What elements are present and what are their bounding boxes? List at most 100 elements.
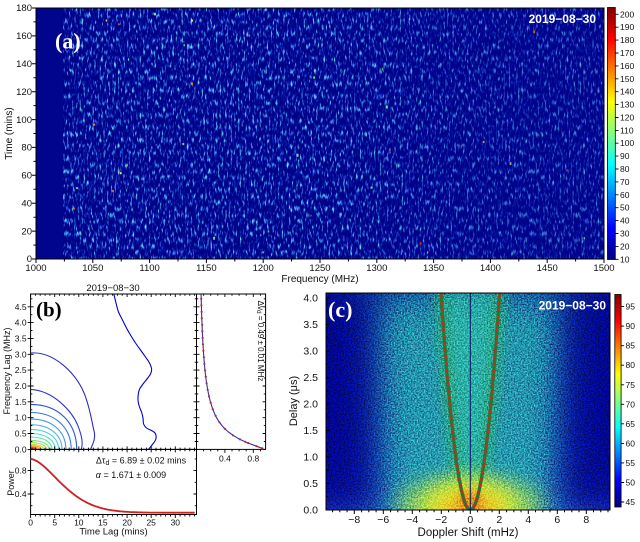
svg-text:80: 80 [626,360,636,370]
svg-text:100: 100 [620,138,634,148]
svg-text:1050: 1050 [82,263,103,274]
svg-text:65: 65 [626,419,636,429]
svg-text:4.0: 4.0 [303,293,318,305]
svg-text:0.5: 0.5 [15,429,27,439]
svg-text:0.8: 0.8 [247,453,259,463]
svg-text:−2: −2 [435,514,447,526]
svg-text:90: 90 [626,321,636,331]
svg-text:0: 0 [27,254,32,265]
svg-text:5: 5 [52,518,57,528]
svg-text:1.5: 1.5 [303,425,318,437]
svg-text:30: 30 [620,229,630,239]
svg-text:1200: 1200 [253,263,274,274]
svg-text:0: 0 [28,518,33,528]
svg-text:70: 70 [620,177,630,187]
svg-text:100: 100 [16,115,32,126]
svg-text:2019−08−30: 2019−08−30 [539,299,607,313]
svg-text:0.5: 0.5 [303,478,318,490]
svg-text:2019−08−30: 2019−08−30 [529,12,597,26]
svg-text:1.0: 1.0 [15,413,27,423]
svg-text:50: 50 [626,478,636,488]
svg-text:30: 30 [171,518,181,528]
svg-text:90: 90 [620,151,630,161]
svg-text:4: 4 [525,514,531,526]
svg-text:50: 50 [620,203,630,213]
svg-text:40: 40 [21,198,32,209]
svg-text:2.5: 2.5 [303,372,318,384]
svg-text:180: 180 [16,3,32,14]
svg-text:45: 45 [626,497,636,507]
svg-text:80: 80 [21,143,32,154]
svg-text:130: 130 [620,100,634,110]
svg-text:140: 140 [16,59,32,70]
svg-text:2: 2 [496,514,502,526]
svg-text:2.0: 2.0 [303,399,318,411]
svg-text:0: 0 [467,514,473,526]
svg-text:1350: 1350 [423,263,444,274]
svg-text:150: 150 [620,74,634,84]
svg-text:40: 40 [620,216,630,226]
svg-text:0.4: 0.4 [15,489,27,499]
svg-text:190: 190 [620,22,634,32]
svg-text:1.5: 1.5 [15,397,27,407]
svg-text:3.0: 3.0 [303,346,318,358]
svg-text:80: 80 [620,164,630,174]
svg-text:3.5: 3.5 [15,333,27,343]
svg-text:2019−08−30: 2019−08−30 [86,283,139,294]
svg-text:15: 15 [98,518,108,528]
svg-text:4.5: 4.5 [15,302,27,312]
svg-text:3.0: 3.0 [15,349,27,359]
svg-text:55: 55 [626,458,636,468]
svg-text:6: 6 [554,514,560,526]
svg-text:85: 85 [626,341,636,351]
svg-text:1000: 1000 [25,263,46,274]
svg-text:Δνd = 0.49 ± 0.01 MHz: Δνd = 0.49 ± 0.01 MHz [255,301,265,382]
svg-text:α = 1.671 ± 0.009: α = 1.671 ± 0.009 [96,470,166,480]
svg-text:75: 75 [626,380,636,390]
svg-text:60: 60 [626,438,636,448]
svg-text:95: 95 [626,302,636,312]
svg-text:10: 10 [74,518,84,528]
svg-text:(a): (a) [55,29,81,54]
svg-text:1500: 1500 [593,263,614,274]
svg-text:1.0: 1.0 [303,452,318,464]
svg-text:1150: 1150 [196,263,216,274]
svg-text:Frequency Lag (MHz): Frequency Lag (MHz) [2,327,12,414]
svg-text:(b): (b) [36,298,62,322]
svg-text:200: 200 [620,9,634,19]
svg-text:20: 20 [122,518,132,528]
svg-text:0.0: 0.0 [15,444,27,454]
svg-text:Time Lag (mins): Time Lag (mins) [79,527,147,538]
svg-text:Δτd = 6.89 ± 0.02 mins: Δτd = 6.89 ± 0.02 mins [96,456,187,468]
svg-text:160: 160 [620,61,634,71]
svg-text:Power: Power [6,470,16,496]
svg-text:110: 110 [620,125,634,135]
svg-text:180: 180 [620,35,634,45]
svg-text:60: 60 [21,171,32,182]
svg-text:120: 120 [620,113,634,123]
svg-text:2.5: 2.5 [15,365,27,375]
svg-text:Time (mins): Time (mins) [4,107,15,159]
svg-text:3.5: 3.5 [303,319,318,331]
svg-text:−6: −6 [377,514,389,526]
svg-text:4.0: 4.0 [15,318,27,328]
svg-text:0.8: 0.8 [15,466,27,476]
svg-text:60: 60 [620,190,630,200]
svg-text:170: 170 [620,48,634,58]
svg-text:1400: 1400 [480,263,501,274]
svg-text:(c): (c) [328,297,352,322]
svg-text:25: 25 [146,518,156,528]
svg-text:140: 140 [620,87,634,97]
svg-text:Delay (μs): Delay (μs) [288,376,300,426]
svg-text:1450: 1450 [537,263,558,274]
svg-text:1250: 1250 [309,263,330,274]
svg-text:Doppler Shift (mHz): Doppler Shift (mHz) [418,527,519,539]
svg-text:0.4: 0.4 [219,453,231,463]
svg-text:20: 20 [620,241,630,251]
svg-text:120: 120 [16,87,32,98]
svg-text:10: 10 [620,254,630,264]
svg-text:70: 70 [626,399,636,409]
svg-text:0.0: 0.0 [303,505,318,517]
svg-text:20: 20 [21,226,32,237]
svg-text:Frequency (MHz): Frequency (MHz) [281,274,358,285]
